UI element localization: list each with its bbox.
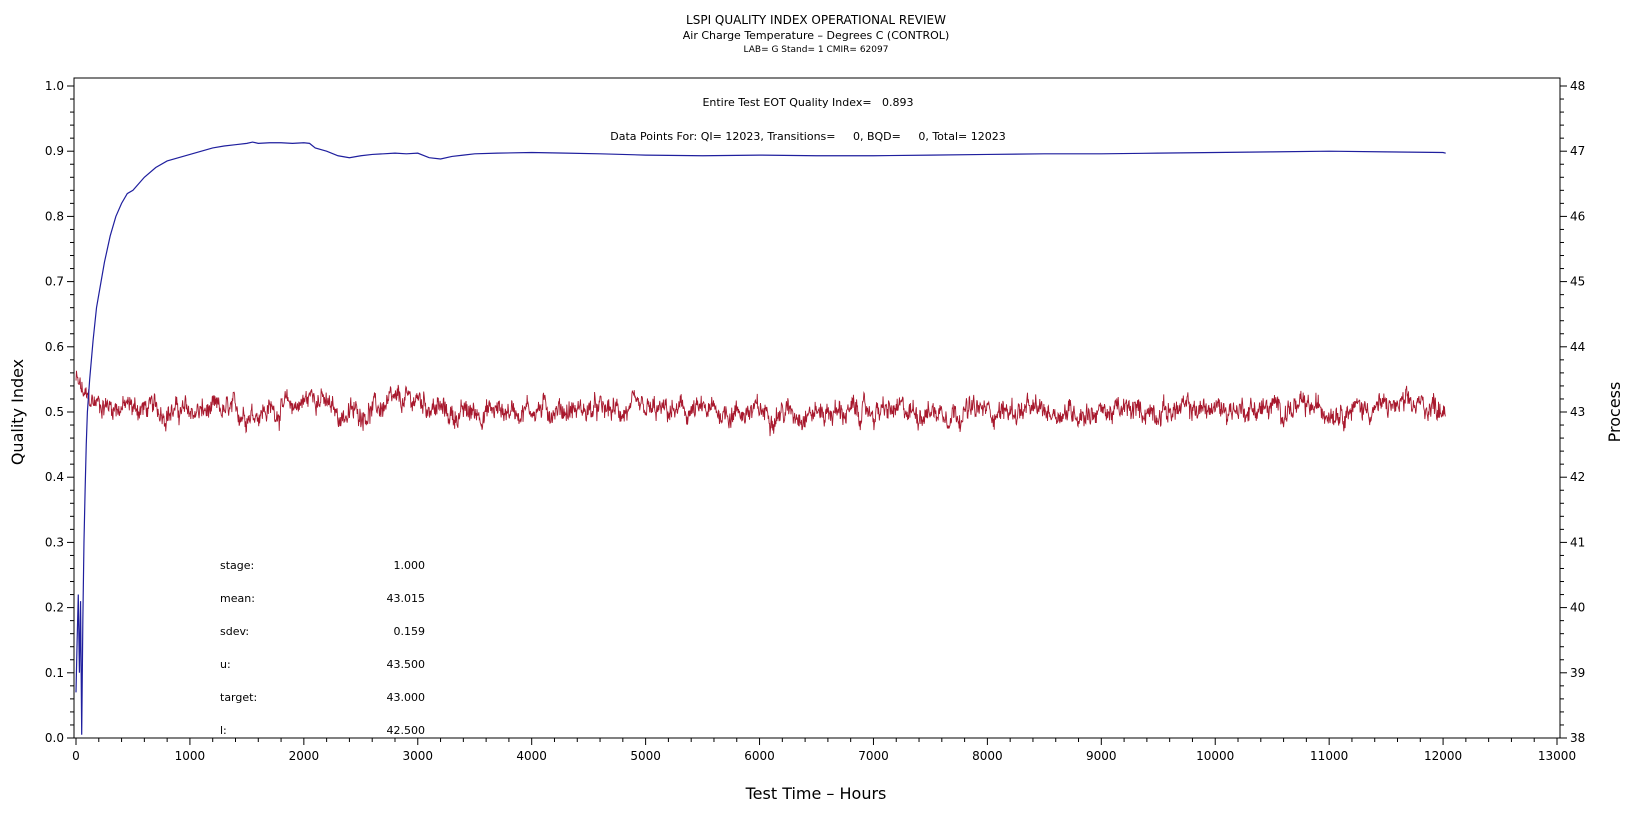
- y-tick-label: 0.4: [45, 470, 64, 484]
- y2-axis-label: Process: [1605, 382, 1624, 443]
- stat-label: target:: [220, 691, 257, 704]
- y2-tick-label: 40: [1570, 601, 1585, 615]
- x-tick-label: 12000: [1424, 749, 1462, 763]
- y-tick-label: 0.3: [45, 535, 64, 549]
- plot-frame: [73, 77, 1561, 739]
- y-axis-left: 0.0 0.1 0.2 0.3 0.4 0.5 0.6 0.7 0.8 0.9 1.0: [45, 79, 74, 745]
- y2-tick-label: 39: [1570, 666, 1585, 680]
- data-points-annotation: Data Points For: QI= 12023, Transitions=…: [610, 130, 1005, 143]
- x-tick-label: 13000: [1538, 749, 1576, 763]
- stat-value: 42.500: [387, 724, 426, 737]
- x-tick-label: 5000: [630, 749, 661, 763]
- chart-subtitle-2: LAB= G Stand= 1 CMIR= 62097: [744, 45, 889, 55]
- x-tick-label: 10000: [1196, 749, 1234, 763]
- y-tick-label: 0.9: [45, 144, 64, 158]
- y-tick-label: 0.1: [45, 666, 64, 680]
- y-axis-right: 38 39 40 41 42 43 44 45 46 47 48: [1560, 79, 1585, 745]
- stats-block: stage: 1.000 mean: 43.015 sdev: 0.159 u: 43.500…: [220, 559, 425, 737]
- stat-value: 1.000: [394, 559, 426, 572]
- y2-tick-label: 38: [1570, 731, 1585, 745]
- y-tick-label: 0.7: [45, 275, 64, 289]
- y-tick-label: 0.8: [45, 209, 64, 223]
- stat-label: mean:: [220, 592, 255, 605]
- stat-value: 43.015: [387, 592, 426, 605]
- stat-label: l:: [220, 724, 227, 737]
- stat-label: sdev:: [220, 625, 249, 638]
- x-axis-label: Test Time – Hours: [745, 784, 887, 803]
- x-tick-label: 3000: [402, 749, 433, 763]
- y-axis-label: Quality Index: [8, 359, 27, 465]
- x-tick-label: 7000: [858, 749, 889, 763]
- x-tick-label: 1000: [175, 749, 206, 763]
- y2-tick-label: 48: [1570, 79, 1585, 93]
- stat-value: 0.159: [394, 625, 426, 638]
- y-tick-label: 0.0: [45, 731, 64, 745]
- y2-tick-label: 42: [1570, 470, 1585, 484]
- y2-tick-label: 46: [1570, 209, 1585, 223]
- y2-tick-label: 43: [1570, 405, 1585, 419]
- stat-value: 43.500: [387, 658, 426, 671]
- chart-subtitle: Air Charge Temperature – Degrees C (CONT…: [683, 29, 949, 42]
- y-tick-label: 0.5: [45, 405, 64, 419]
- x-axis: 0 1000 2000 3000 4000 5000 6000 7000 8000 9000 100…: [72, 738, 1576, 763]
- x-tick-label: 9000: [1086, 749, 1117, 763]
- y-tick-label: 0.2: [45, 601, 64, 615]
- y-tick-label: 0.6: [45, 340, 64, 354]
- stat-label: stage:: [220, 559, 254, 572]
- quality-index-series-line: [75, 141, 1446, 735]
- x-tick-label: 2000: [289, 749, 320, 763]
- chart-title: LSPI QUALITY INDEX OPERATIONAL REVIEW: [686, 13, 946, 27]
- y2-tick-label: 44: [1570, 340, 1585, 354]
- stat-value: 43.000: [387, 691, 426, 704]
- x-tick-label: 6000: [744, 749, 775, 763]
- x-tick-label: 8000: [972, 749, 1003, 763]
- stat-label: u:: [220, 658, 231, 671]
- x-tick-label: 11000: [1310, 749, 1348, 763]
- y-tick-label: 1.0: [45, 79, 64, 93]
- x-tick-label: 4000: [516, 749, 547, 763]
- process-series-line: [75, 370, 1446, 437]
- y2-tick-label: 47: [1570, 144, 1585, 158]
- quality-index-annotation: Entire Test EOT Quality Index= 0.893: [702, 96, 913, 109]
- y2-tick-label: 45: [1570, 275, 1585, 289]
- series-layer: [75, 141, 1446, 735]
- y2-tick-label: 41: [1570, 535, 1585, 549]
- x-tick-label: 0: [72, 749, 80, 763]
